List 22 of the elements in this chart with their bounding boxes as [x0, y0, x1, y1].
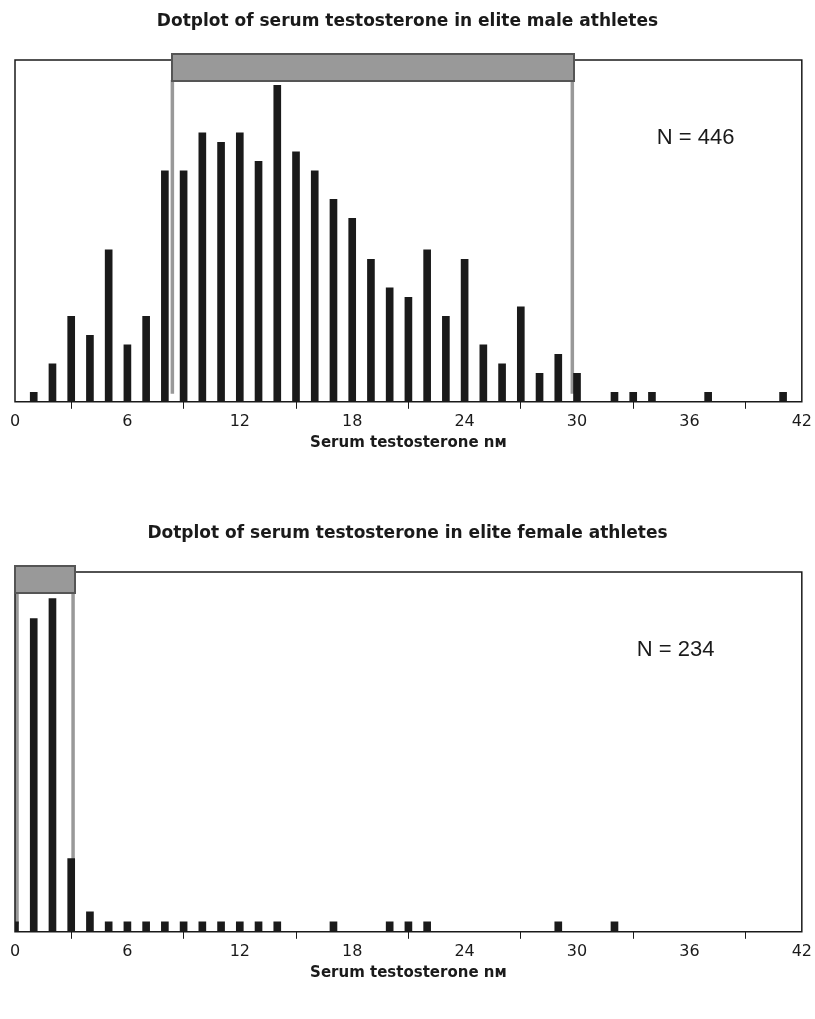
x-tick-label: 42 — [791, 410, 812, 430]
x-tick-label: 42 — [791, 940, 812, 960]
x-tick-label: 36 — [679, 410, 700, 430]
x-tick-label: 6 — [122, 940, 133, 960]
x-tick-label: 12 — [229, 940, 250, 960]
x-tick-label: 30 — [566, 410, 588, 430]
x-tick-label: 36 — [679, 940, 700, 960]
annotation: N = 446 — [656, 124, 735, 150]
annotation: N = 234 — [636, 636, 715, 662]
x-tick-label: 30 — [566, 940, 588, 960]
chart-title: Dotplot of serum testosterone in elite female athletes — [146, 522, 669, 542]
x-axis-title: Serum testosterone nᴍ — [310, 432, 507, 451]
x-tick-label: 24 — [454, 410, 475, 430]
x-tick-label: 24 — [454, 940, 475, 960]
x-tick-label: 0 — [9, 410, 21, 430]
x-tick-label: 12 — [229, 410, 250, 430]
x-tick-label: 18 — [342, 410, 363, 430]
chart-title: Dotplot of serum testosterone in elite male athletes — [155, 10, 660, 30]
x-axis-title: Serum testosterone nᴍ — [310, 962, 507, 981]
x-tick-label: 6 — [122, 410, 133, 430]
x-tick-label: 18 — [342, 940, 363, 960]
x-tick-label: 0 — [9, 940, 21, 960]
